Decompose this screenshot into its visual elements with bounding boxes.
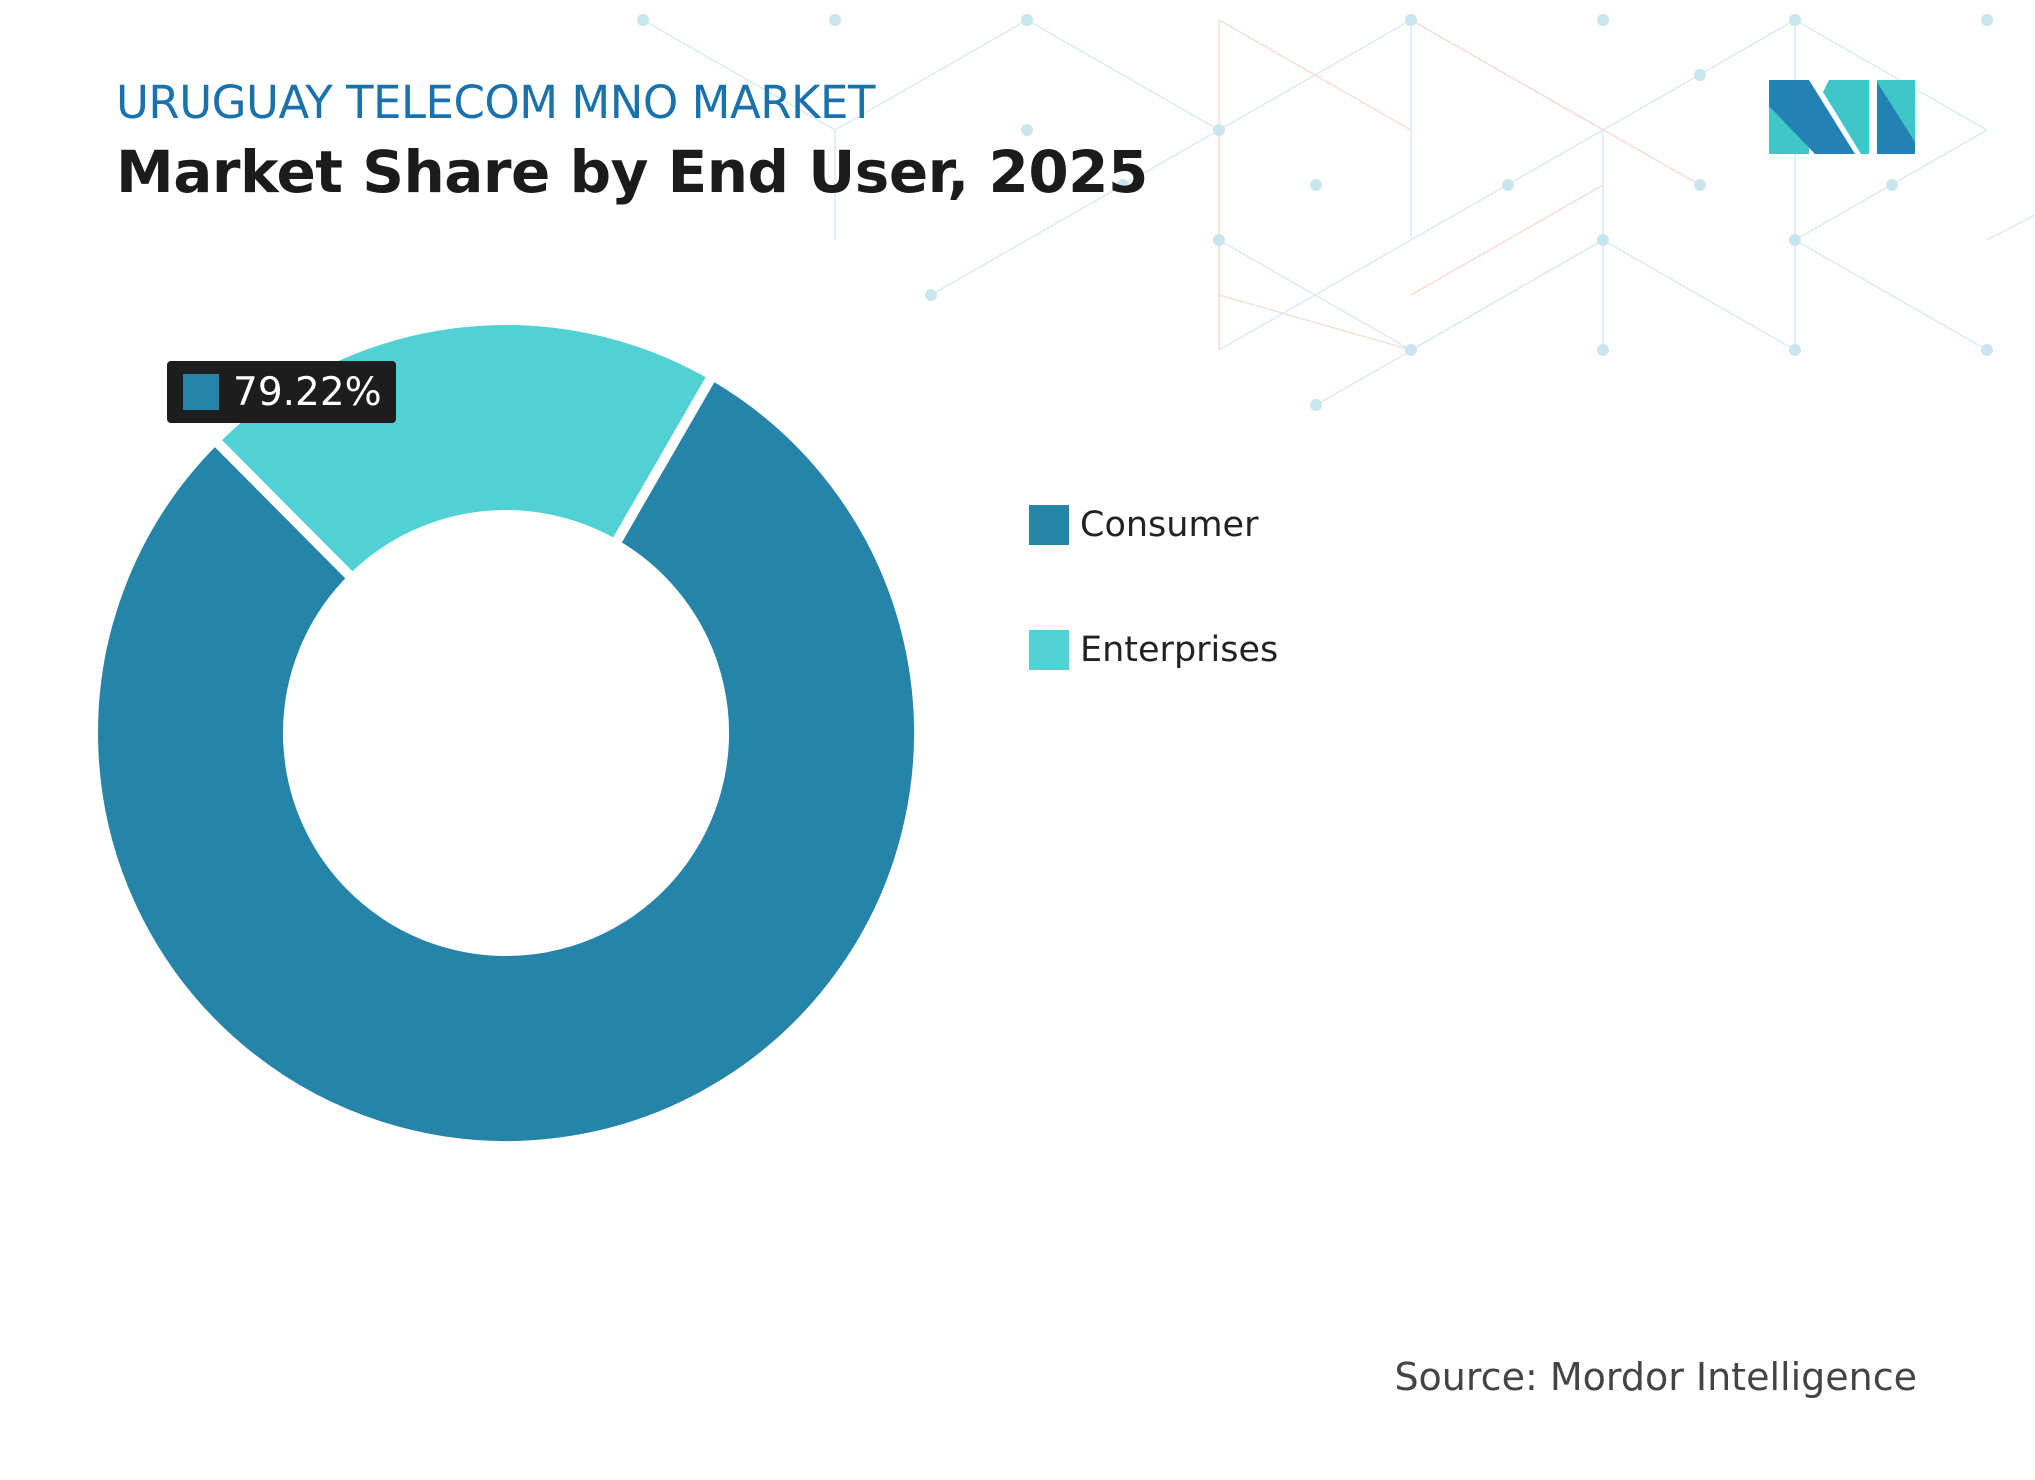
data-label-value: 79.22% xyxy=(233,369,382,415)
chart-kicker: URUGUAY TELECOM MNO MARKET xyxy=(116,76,875,129)
legend-item-enterprises: Enterprises xyxy=(1029,630,1278,670)
legend-label-enterprises: Enterprises xyxy=(1080,630,1279,670)
data-label-swatch xyxy=(183,374,219,410)
legend-item-consumer: Consumer xyxy=(1029,505,1258,545)
data-label-consumer: 79.22% xyxy=(167,361,396,423)
mordor-logo xyxy=(1769,80,1915,154)
legend-swatch-consumer xyxy=(1029,505,1069,545)
background-network-pattern xyxy=(637,14,2035,411)
donut-slice-consumer xyxy=(88,368,924,1151)
chart-title: Market Share by End User, 2025 xyxy=(116,138,1148,206)
donut-chart xyxy=(88,315,924,1151)
source-note: Source: Mordor Intelligence xyxy=(1394,1355,1917,1399)
legend-label-consumer: Consumer xyxy=(1080,505,1259,545)
legend-swatch-enterprises xyxy=(1029,630,1069,670)
